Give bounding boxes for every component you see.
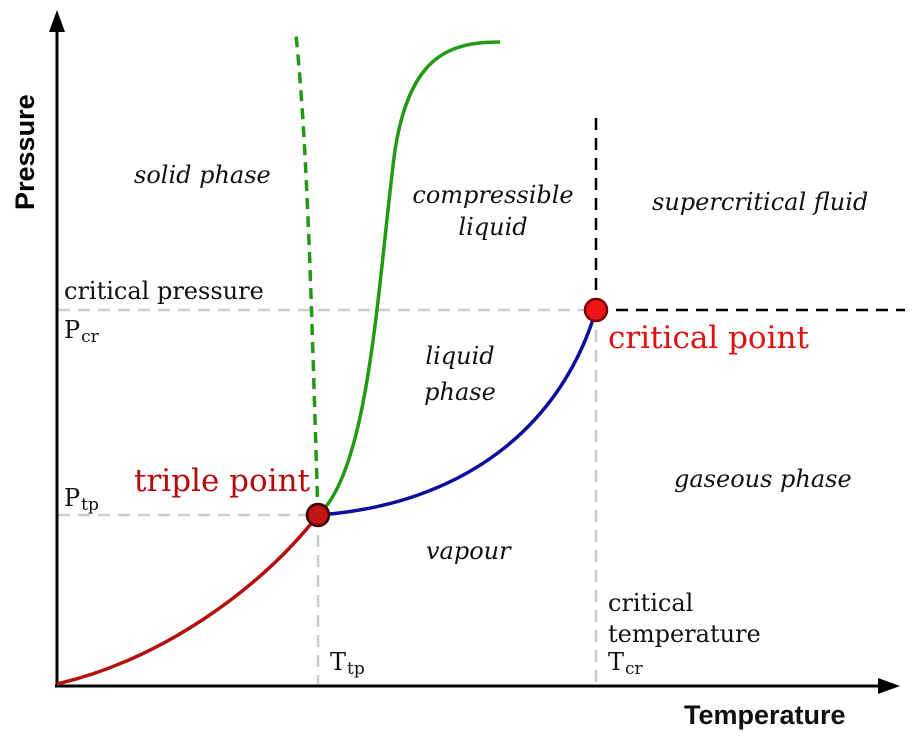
t-cr-label: Tcr — [608, 648, 643, 679]
compressible-liquid-line-2: liquid — [458, 213, 528, 241]
triple-point-marker — [305, 502, 331, 528]
critical-point-marker — [583, 297, 609, 323]
liquid-phase-line-1: liquid — [425, 342, 495, 370]
liquid-phase-label: liquid phase — [410, 342, 510, 406]
supercritical-fluid-label: supercritical fluid — [652, 188, 869, 216]
compressible-liquid-line-1: compressible — [412, 181, 574, 209]
liquid-phase-line-2: phase — [424, 378, 496, 406]
critical-pressure-label: critical pressure — [64, 277, 264, 305]
compressible-liquid-curve — [316, 40, 501, 517]
y-axis-arrow — [49, 10, 65, 32]
t-tp-label: Ttp — [330, 648, 365, 679]
compressible-liquid-label: compressible liquid — [408, 181, 578, 241]
y-axis-label: Pressure — [10, 94, 40, 210]
vapour-label: vapour — [426, 537, 511, 565]
critical-temperature-line-2: temperature — [608, 620, 761, 648]
gaseous-phase-label: gaseous phase — [674, 465, 852, 493]
critical-temperature-label: critical temperature — [608, 588, 761, 650]
x-axis-arrow — [878, 678, 900, 694]
triple-point-label: triple point — [134, 463, 310, 499]
melting-curve-dashed — [294, 34, 320, 516]
critical-point-label: critical point — [608, 320, 809, 356]
sublimation-curve — [56, 513, 320, 686]
p-cr-label: Pcr — [64, 316, 99, 347]
critical-temperature-line-1: critical — [608, 589, 694, 617]
p-tp-label: Ptp — [64, 484, 99, 515]
x-axis-label: Temperature — [684, 700, 846, 730]
vaporization-curve — [317, 309, 598, 517]
solid-phase-label: solid phase — [134, 161, 271, 189]
